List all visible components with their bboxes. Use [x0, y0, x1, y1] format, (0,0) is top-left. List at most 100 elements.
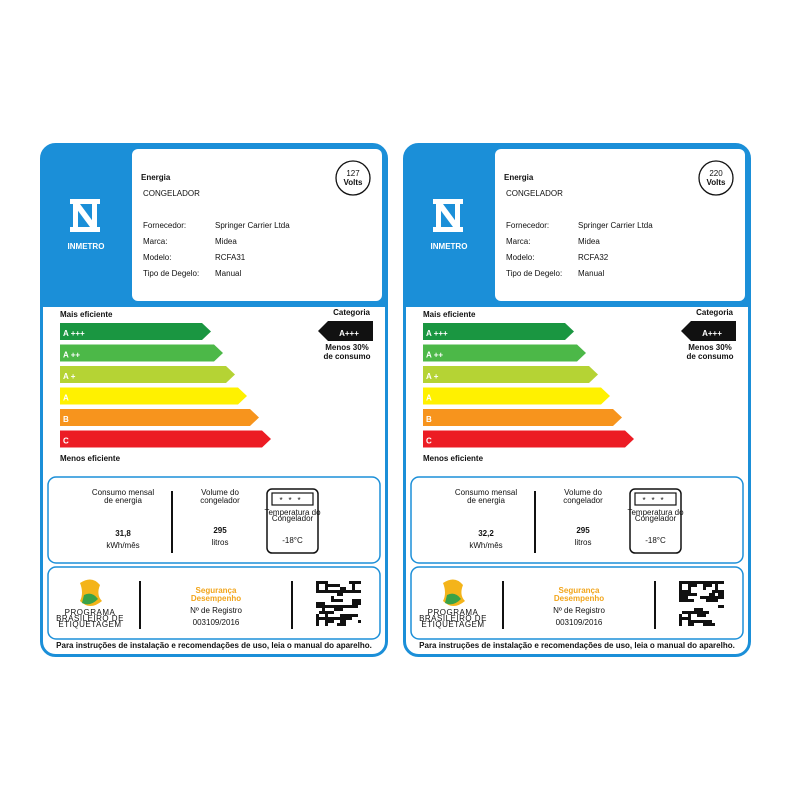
qr-module [343, 617, 346, 620]
qr-module [352, 599, 355, 602]
category-note: de consumo [323, 352, 370, 361]
category-arrow [681, 321, 736, 341]
qr-module [715, 587, 718, 590]
qr-module [697, 581, 700, 584]
qr-module [679, 587, 682, 590]
qr-module [706, 611, 709, 614]
qr-module [358, 581, 361, 584]
qr-module [691, 620, 694, 623]
qr-module [682, 599, 685, 602]
category: A+++ [702, 329, 722, 338]
efficiency-bottom: Menos eficiente [60, 454, 121, 463]
header-panel [495, 149, 745, 301]
qr-module [322, 611, 325, 614]
qr-module [682, 611, 685, 614]
qr-module [679, 614, 682, 617]
category-note: de consumo [686, 352, 733, 361]
category-note: Menos 30% [688, 343, 732, 352]
category: A+++ [339, 329, 359, 338]
logo-mark [73, 204, 97, 227]
qr-module [322, 617, 325, 620]
logo-text: INMETRO [68, 242, 105, 251]
qr-module [718, 581, 721, 584]
field-label: Marca: [506, 237, 530, 246]
qr-module [697, 611, 700, 614]
qr-module [712, 590, 715, 593]
qr-module [688, 587, 691, 590]
title: Energia [504, 173, 534, 182]
qr-module [340, 605, 343, 608]
subtitle: CONGELADOR [143, 189, 200, 198]
qr-module [679, 623, 682, 626]
qr-module [682, 617, 685, 620]
qr-module [334, 590, 337, 593]
freezer-star: * [297, 496, 300, 505]
qr-module [712, 596, 715, 599]
efficiency-top: Mais eficiente [423, 310, 476, 319]
qr-module [685, 593, 688, 596]
qr-module [688, 584, 691, 587]
qr-module [706, 623, 709, 626]
qr-module [691, 584, 694, 587]
qr-module [331, 590, 334, 593]
qr-module [325, 587, 328, 590]
qr-module [343, 587, 346, 590]
consumption-label: de energia [104, 496, 142, 505]
qr-module [316, 614, 319, 617]
qr-module [352, 581, 355, 584]
efficiency-bar [423, 366, 598, 383]
qr-module [325, 581, 328, 584]
program-name: BRASILEIRO DE [56, 614, 124, 623]
qr-module [334, 584, 337, 587]
efficiency-class: A +++ [426, 329, 448, 338]
efficiency-class: A + [63, 372, 76, 381]
qr-module [703, 623, 706, 626]
qr-module [343, 623, 346, 626]
temperature-value: -18°C [282, 536, 303, 545]
consumption-unit: kWh/mês [106, 541, 139, 550]
freezer-star: * [651, 496, 654, 505]
qr-module [340, 599, 343, 602]
qr-module [706, 596, 709, 599]
qr-module [685, 611, 688, 614]
qr-module [712, 581, 715, 584]
qr-module [358, 620, 361, 623]
efficiency-bar [60, 387, 247, 405]
qr-module [349, 581, 352, 584]
qr-module [685, 590, 688, 593]
voltage-circle [698, 160, 734, 196]
efficiency-class: A + [426, 372, 439, 381]
logo-mark [73, 204, 78, 227]
qr-module [325, 620, 328, 623]
efficiency-class: C [426, 437, 432, 446]
qr-module [709, 599, 712, 602]
qr-module [715, 590, 718, 593]
qr-module [706, 599, 709, 602]
qr-module [331, 617, 334, 620]
registry: 003109/2016 [556, 618, 603, 627]
program-logo [445, 593, 461, 605]
qr-module [697, 620, 700, 623]
qr-module [355, 602, 358, 605]
voltage-unit: Volts [707, 178, 727, 187]
qr-module [691, 599, 694, 602]
qr-module [718, 605, 721, 608]
qr-module [346, 590, 349, 593]
qr-module [700, 596, 703, 599]
qr-module [337, 584, 340, 587]
qr-module [700, 581, 703, 584]
voltage: 127 [346, 169, 360, 178]
efficiency-class: B [426, 415, 432, 424]
qr-module [316, 602, 319, 605]
qr-module [340, 593, 343, 596]
qr-module [691, 623, 694, 626]
field-value: Midea [578, 237, 600, 246]
volume-label: congelador [200, 496, 240, 505]
program-name: PROGRAMA [428, 608, 479, 617]
qr-module [721, 596, 724, 599]
volume-label: Volume do [201, 488, 239, 497]
stats-panel [410, 476, 744, 564]
qr-module [319, 581, 322, 584]
qr-module [709, 593, 712, 596]
